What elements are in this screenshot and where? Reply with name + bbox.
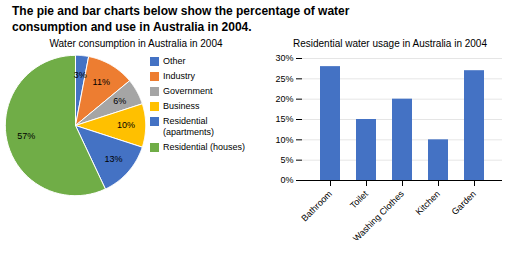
html-text:Residential (apartments): Residential (apartments)	[163, 116, 214, 138]
html-text:Business: Business	[163, 101, 200, 112]
html-text:Industry: Industry	[163, 71, 195, 82]
svg-text:13%: 13%	[104, 154, 122, 164]
svg-text:Washing Clothes: Washing Clothes	[351, 189, 406, 241]
svg-text:11%: 11%	[93, 77, 110, 87]
svg-text:6%: 6%	[113, 96, 126, 106]
svg-text:10%: 10%	[117, 121, 135, 131]
html-text:Residential (houses): Residential (houses)	[163, 142, 245, 153]
svg-text:10%: 10%	[275, 135, 293, 145]
html-text:The pie and bar charts below s: The pie and bar charts below show the pe…	[12, 4, 350, 34]
svg-text:57%: 57%	[17, 132, 35, 142]
svg-text:Kitchen: Kitchen	[414, 189, 442, 217]
svg-text:25%: 25%	[275, 74, 293, 84]
svg-text:3%: 3%	[74, 70, 87, 80]
svg-text:15%: 15%	[275, 115, 293, 125]
svg-text:Toilet: Toilet	[348, 189, 370, 211]
svg-text:30%: 30%	[275, 54, 293, 64]
svg-text:Garden: Garden	[450, 189, 478, 217]
html-text:Other: Other	[163, 56, 186, 67]
html-text:Water consumption in Australia: Water consumption in Australia in 2004	[49, 38, 223, 50]
html-text:Government: Government	[163, 86, 213, 97]
html-text:Residential water usage in Aus: Residential water usage in Australia in …	[293, 38, 487, 50]
svg-text:0%: 0%	[280, 176, 293, 186]
svg-text:20%: 20%	[275, 94, 293, 104]
svg-text:Bathroom: Bathroom	[299, 189, 334, 224]
svg-text:5%: 5%	[280, 155, 293, 165]
